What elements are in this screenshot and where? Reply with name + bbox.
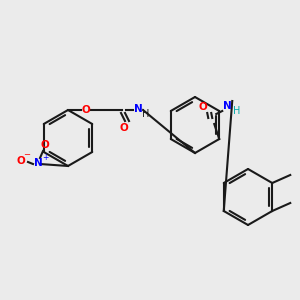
Text: N: N <box>223 101 232 111</box>
Text: N: N <box>134 104 142 114</box>
Text: O: O <box>199 102 208 112</box>
Text: O: O <box>16 156 26 166</box>
Text: H: H <box>142 109 150 119</box>
Text: O: O <box>40 140 50 150</box>
Text: O: O <box>120 123 128 133</box>
Text: −: − <box>23 151 31 160</box>
Text: H: H <box>232 106 240 116</box>
Text: N: N <box>34 158 42 168</box>
Text: +: + <box>42 152 48 161</box>
Text: O: O <box>82 105 90 115</box>
